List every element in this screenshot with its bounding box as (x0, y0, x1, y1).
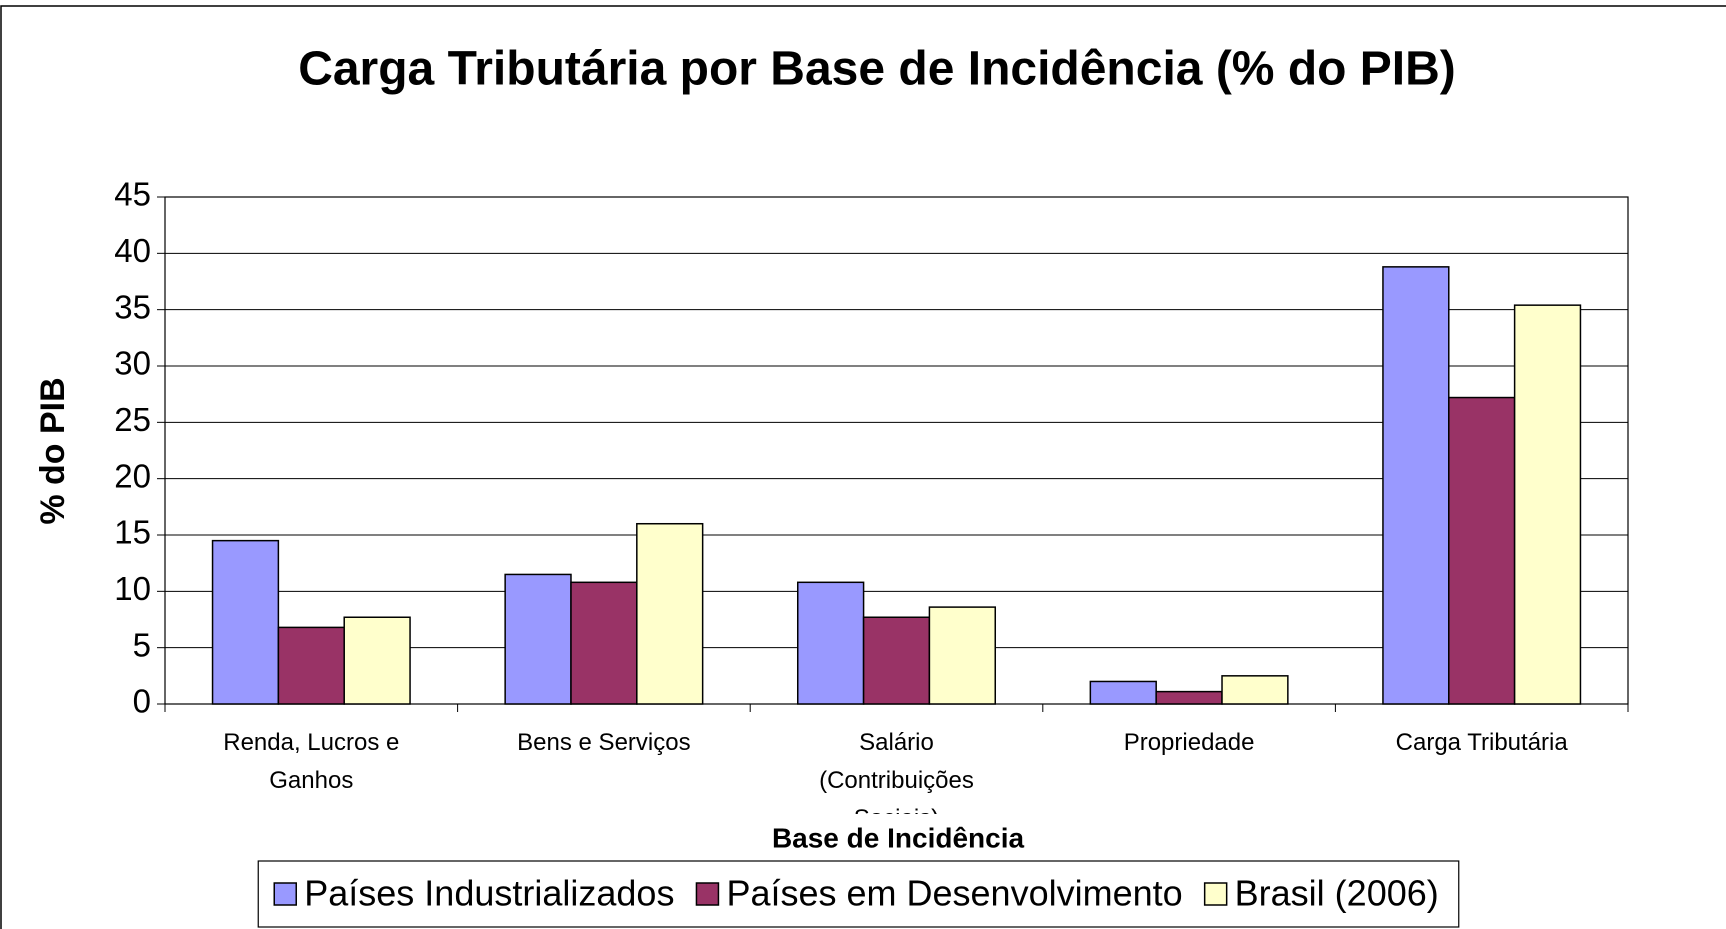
y-tick-label: 30 (114, 345, 151, 382)
bar (1448, 396, 1516, 705)
chart-title: Carga Tributária por Base de Incidência … (298, 43, 1456, 96)
legend-swatch (273, 882, 297, 906)
x-tick-label-box: Bens e Serviços (517, 729, 691, 756)
legend-label: Países Industrializados (304, 873, 674, 914)
x-tick-label: Carga Tributária (1395, 729, 1568, 756)
y-tick-label: 20 (114, 457, 151, 494)
x-tick-label-box: Propriedade (1123, 729, 1255, 756)
bar (1089, 680, 1157, 705)
bar (862, 616, 931, 705)
bar (1513, 304, 1582, 705)
legend-swatch (695, 882, 720, 906)
x-axis-title: Base de Incidência (772, 822, 1025, 853)
y-tick-label: 35 (114, 288, 151, 325)
y-tick-label: 25 (114, 401, 151, 438)
legend: Países Industrializados Países em Desenvo… (257, 860, 1460, 928)
legend-box (257, 860, 1460, 928)
bar (504, 573, 572, 705)
bar (636, 522, 704, 705)
bar (277, 626, 345, 705)
y-axis-title: % do PIB (34, 377, 72, 524)
bar (796, 581, 865, 705)
x-tick-label: Propriedade (1123, 729, 1255, 756)
legend-swatch (1203, 882, 1228, 906)
legend-label: Brasil (2006) (1235, 873, 1439, 914)
chart-frame (0, 5, 1726, 929)
y-tick-label: 0 (133, 683, 151, 720)
x-tick-label: Bens e Serviços (517, 729, 691, 756)
x-tick-label-box: Renda, Lucros e Ganhos (223, 729, 400, 794)
x-tick-label: Renda, Lucros e Ganhos (223, 729, 400, 794)
bar (211, 539, 280, 705)
y-tick-label: 5 (133, 626, 151, 663)
x-tick-label: Salário (Contribuições Sociais) (819, 729, 974, 814)
bar (1221, 675, 1289, 705)
bar (928, 606, 997, 705)
y-tick-label: 45 (114, 176, 151, 213)
bar (570, 581, 638, 705)
bar (1155, 690, 1223, 705)
y-tick-label: 10 (114, 570, 151, 607)
bar (343, 616, 411, 705)
x-tick-label-box: Salário (Contribuições Sociais) (819, 729, 974, 814)
y-tick-label: 15 (114, 514, 151, 551)
x-tick-label-box: Carga Tributária (1395, 729, 1568, 756)
bar (1382, 266, 1450, 705)
y-tick-label: 40 (114, 232, 151, 269)
legend-label: Países em Desenvolvimento (726, 873, 1182, 914)
